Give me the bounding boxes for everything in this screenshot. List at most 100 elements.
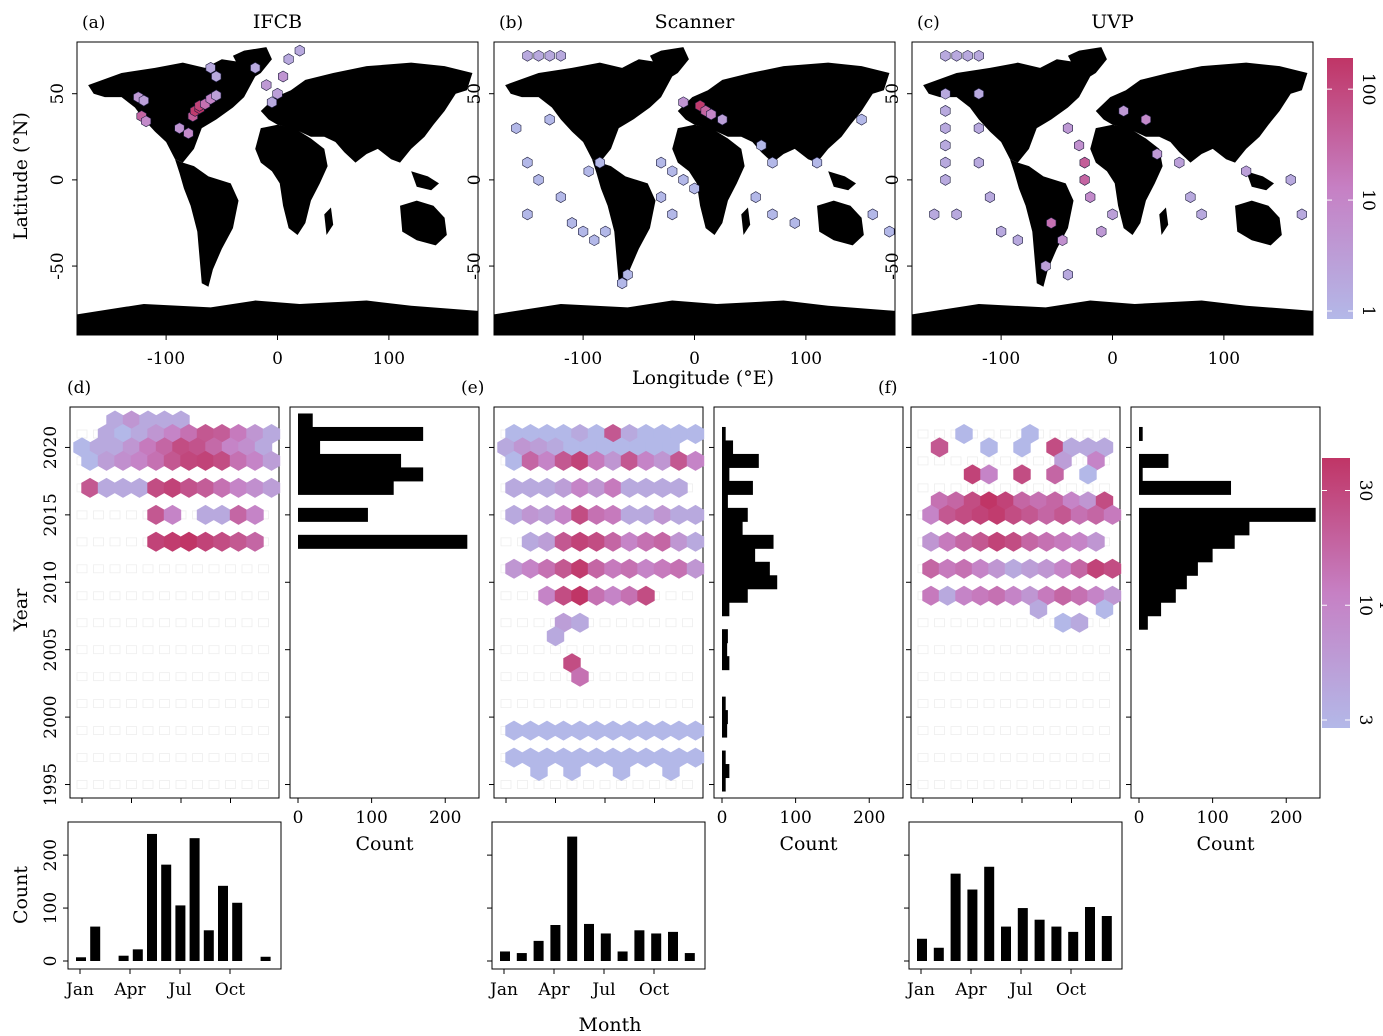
map-hex — [750, 191, 761, 203]
grid-cell — [950, 780, 962, 789]
grid-cell — [983, 618, 995, 628]
map-panel-a: -100 0 100 50 0 -50 (a) IFCB — [48, 11, 479, 369]
side-hist-bar — [722, 480, 753, 495]
grid-cell — [241, 618, 253, 628]
side-hist-bar — [722, 494, 728, 509]
heat-hex — [196, 450, 215, 471]
map-hex — [522, 49, 533, 62]
grid-cell — [500, 537, 512, 547]
grid-cell — [192, 726, 203, 735]
heat-hex — [653, 504, 672, 525]
map-hex — [522, 156, 533, 169]
map-hex — [1057, 234, 1068, 247]
heat-hex — [947, 491, 965, 512]
heat-hex — [1046, 491, 1064, 512]
heat-hex — [571, 477, 589, 498]
grid-cell — [1049, 699, 1061, 709]
month-hist-y-tick-label: 200 — [41, 839, 61, 871]
grid-cell — [192, 780, 203, 789]
heat-hex — [938, 504, 957, 525]
heat-hex — [180, 424, 198, 444]
heat-hex — [81, 477, 99, 498]
map-hex — [616, 277, 628, 290]
map-hex — [533, 174, 544, 186]
year-axis-label: Year — [10, 588, 32, 632]
grid-cell — [583, 699, 594, 709]
grid-cell — [500, 645, 512, 655]
side-hist-x-tick-label: 0 — [717, 808, 728, 828]
map-hex — [756, 139, 767, 152]
heat-hex — [554, 585, 573, 606]
heat-hex — [155, 437, 174, 458]
grid-cell — [1000, 618, 1011, 628]
heat-hex — [955, 585, 973, 606]
map-hex — [856, 113, 867, 126]
heat-hex — [1103, 585, 1122, 606]
heat-hex — [1054, 612, 1072, 633]
heat-hex — [147, 477, 165, 498]
heat-hex — [538, 504, 556, 525]
grid-cell — [967, 780, 978, 789]
heat-hex — [980, 464, 998, 485]
grid-cell — [225, 645, 236, 655]
map-y-tick-label: 50 — [48, 83, 68, 105]
heat-hex — [571, 666, 589, 687]
heat-hex — [180, 531, 198, 552]
heat-hex — [530, 437, 548, 458]
heat-hex — [670, 720, 688, 741]
heat-hex — [670, 747, 688, 768]
year-tick-label: 2005 — [41, 628, 61, 671]
map-hex — [566, 217, 578, 229]
grid-cell — [967, 699, 978, 709]
heat-hex — [213, 531, 231, 552]
heat-hex — [521, 558, 540, 579]
heat-hex — [1054, 558, 1072, 579]
grid-cell — [1016, 780, 1028, 789]
grid-cell — [1082, 726, 1094, 735]
map-hex — [250, 62, 261, 74]
grid-cell — [983, 780, 995, 789]
grid-cell — [241, 699, 253, 709]
month-hist-bar — [1068, 931, 1079, 961]
grid-cell — [583, 780, 594, 789]
heat-hex — [1013, 437, 1031, 458]
grid-cell — [93, 564, 104, 574]
heat-hex — [196, 477, 215, 498]
month-hist-bar — [600, 933, 611, 961]
side-hist-x-tick-label: 0 — [293, 808, 304, 828]
heat-hex — [246, 450, 264, 471]
grid-cell — [93, 591, 104, 601]
map-hex — [1196, 208, 1207, 221]
grid-cell — [1082, 699, 1094, 709]
map-hex — [138, 94, 149, 107]
grid-cell — [109, 699, 121, 709]
heat-hex — [938, 531, 957, 552]
grid-cell — [967, 753, 978, 762]
map-hex — [767, 156, 778, 169]
side-hist-bar — [1139, 453, 1169, 468]
heat-hex — [1070, 558, 1089, 579]
heat-hex — [620, 531, 639, 552]
grid-cell — [93, 726, 104, 735]
heat-hex — [130, 477, 149, 498]
heat-hex — [1054, 585, 1072, 606]
colorbars: 110100Number of temporal bins31030Number… — [1322, 58, 1383, 728]
heat-hex — [1095, 437, 1114, 458]
grid-cell — [159, 672, 170, 682]
heat-hex — [563, 761, 581, 781]
heat-hex — [637, 477, 655, 498]
grid-cell — [1016, 753, 1028, 762]
grid-cell — [682, 591, 693, 601]
heat-hex — [620, 477, 639, 498]
heat-hex — [546, 626, 565, 647]
grid-cell — [258, 672, 269, 682]
heat-hex — [988, 558, 1006, 579]
grid-cell — [500, 591, 512, 601]
heat-hex — [571, 504, 589, 525]
map-hex — [622, 268, 633, 281]
heat-hex — [521, 720, 540, 741]
grid-cell — [175, 645, 187, 655]
side-hist-bar — [1139, 521, 1250, 536]
heat-hex — [554, 720, 573, 741]
grid-cell — [599, 645, 611, 655]
